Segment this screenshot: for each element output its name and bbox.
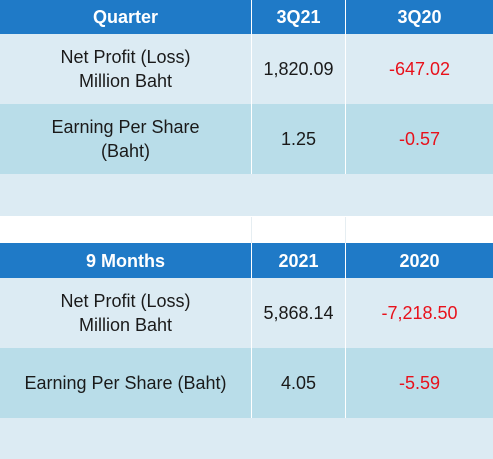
table-gap — [0, 217, 493, 243]
table-row-empty — [0, 418, 493, 459]
value-current: 1.25 — [251, 104, 345, 174]
quarter-table: Quarter 3Q21 3Q20 Net Profit (Loss) Mill… — [0, 0, 493, 216]
value-previous: -7,218.50 — [345, 278, 493, 348]
divider — [345, 217, 346, 243]
divider — [251, 217, 252, 243]
row-label-line1: Net Profit (Loss) — [60, 47, 191, 67]
table-row-eps: Earning Per Share (Baht) 1.25 -0.57 — [0, 104, 493, 174]
table-row-net-profit: Net Profit (Loss) Million Baht 5,868.14 … — [0, 278, 493, 348]
row-label: Net Profit (Loss) Million Baht — [0, 278, 251, 348]
header-cell-period: 9 Months — [86, 250, 165, 271]
value-previous: -647.02 — [345, 34, 493, 104]
nine-month-table: 9 Months 2021 2020 Net Profit (Loss) Mil… — [0, 243, 493, 459]
row-label-line2: Million Baht — [78, 71, 173, 91]
table-row-eps: Earning Per Share (Baht) 4.05 -5.59 — [0, 348, 493, 418]
row-label: Earning Per Share (Baht) — [0, 104, 251, 174]
value-current: 5,868.14 — [251, 278, 345, 348]
row-label-line2: (Baht) — [100, 141, 151, 161]
quarter-header-row: Quarter 3Q21 3Q20 — [0, 0, 493, 34]
value-current: 1,820.09 — [251, 34, 345, 104]
value-current: 4.05 — [251, 348, 345, 418]
header-cell-previous: 3Q20 — [345, 0, 493, 34]
header-cell-previous: 2020 — [345, 243, 493, 278]
header-cell-current: 2021 — [251, 243, 345, 278]
header-cell-current: 3Q21 — [251, 0, 345, 34]
row-label-line1: Earning Per Share (Baht) — [24, 373, 227, 393]
row-label-line2: Million Baht — [78, 315, 173, 335]
value-previous: -5.59 — [345, 348, 493, 418]
row-label-line1: Earning Per Share — [51, 117, 200, 137]
table-row-empty — [0, 174, 493, 216]
value-previous: -0.57 — [345, 104, 493, 174]
row-label: Earning Per Share (Baht) — [0, 348, 251, 418]
nine-month-header-row: 9 Months 2021 2020 — [0, 243, 493, 278]
table-row-net-profit: Net Profit (Loss) Million Baht 1,820.09 … — [0, 34, 493, 104]
row-label: Net Profit (Loss) Million Baht — [0, 34, 251, 104]
header-cell-period: Quarter — [92, 7, 159, 27]
row-label-line1: Net Profit (Loss) — [60, 291, 191, 311]
